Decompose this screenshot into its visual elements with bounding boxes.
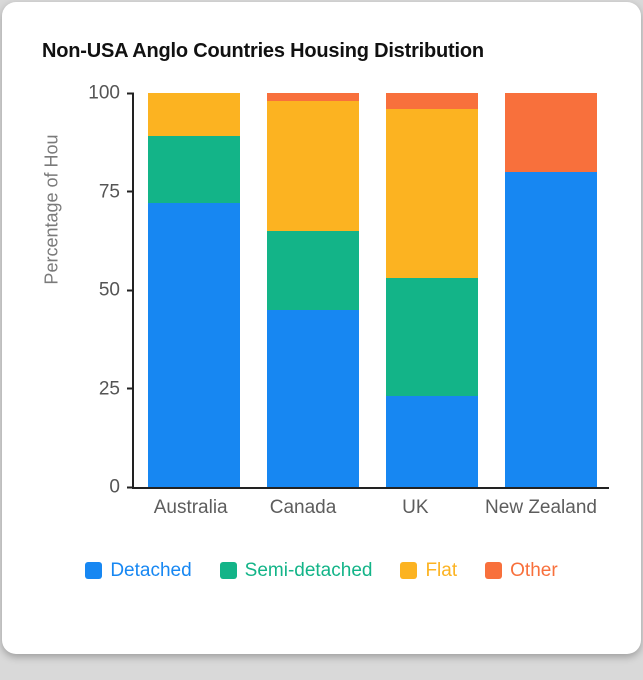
y-tick-75: 75 [99, 182, 134, 201]
legend-label: Other [510, 560, 558, 581]
bar-segment-canada-semi-detached[interactable] [267, 230, 359, 310]
bar-segment-australia-detached[interactable] [148, 203, 240, 487]
y-tick-label: 0 [109, 476, 120, 498]
x-label-new-zealand: New Zealand [485, 497, 597, 518]
stacked-bar-chart: Percentage of Hou 0 25 50 75 100 Australia Ca… [32, 77, 615, 545]
chart-card: Non-USA Anglo Countries Housing Distribu… [2, 2, 641, 654]
legend-label: Detached [110, 560, 192, 581]
y-axis-ticks: 0 25 50 75 100 [42, 84, 134, 497]
legend-swatch-semi-detached [219, 562, 237, 579]
plot-bars [136, 93, 609, 487]
x-axis-labels: Australia Canada UK New Zealand [136, 497, 609, 519]
legend-item-flat[interactable]: Flat [400, 561, 457, 580]
bar-segment-canada-other[interactable] [267, 93, 359, 101]
x-label-australia: Australia [153, 497, 228, 518]
bar-new-zealand[interactable] [505, 93, 597, 487]
legend-item-semi-detached[interactable]: Semi-detached [219, 560, 373, 581]
bar-segment-australia-semi-detached[interactable] [148, 136, 240, 204]
y-tick-mark [127, 486, 134, 488]
y-tick-100: 100 [88, 84, 134, 103]
legend-label: Semi-detached [244, 560, 373, 581]
legend-swatch-other [485, 562, 503, 579]
plot-area: 0 25 50 75 100 Australia Canada UK New Zealand [88, 84, 609, 518]
bar-segment-australia-flat[interactable] [148, 93, 240, 137]
y-tick-mark [127, 92, 134, 94]
y-tick-mark [127, 289, 134, 291]
y-tick-0: 0 [109, 478, 134, 497]
y-tick-mark [127, 190, 134, 193]
y-tick-label: 100 [88, 82, 120, 104]
legend-swatch-detached [85, 562, 103, 579]
legend-item-other[interactable]: Other [485, 561, 558, 580]
y-tick-50: 50 [99, 281, 134, 300]
bar-segment-uk-detached[interactable] [386, 396, 478, 487]
x-label-canada: Canada [269, 497, 337, 518]
bar-segment-new-zealand-detached[interactable] [505, 171, 597, 487]
legend: Detached Semi-detached Flat Other [2, 561, 641, 580]
bar-segment-canada-detached[interactable] [267, 309, 359, 487]
y-tick-label: 75 [98, 181, 120, 202]
legend-label: Flat [425, 560, 458, 581]
bar-australia[interactable] [148, 93, 240, 487]
chart-title: Non-USA Anglo Countries Housing Distribu… [42, 40, 484, 62]
bar-segment-new-zealand-other[interactable] [505, 93, 597, 172]
bar-segment-canada-flat[interactable] [267, 100, 359, 231]
x-label-uk: UK [402, 497, 429, 518]
bar-segment-uk-other[interactable] [386, 93, 478, 109]
bar-canada[interactable] [267, 93, 359, 487]
y-tick-25: 25 [99, 379, 134, 398]
y-tick-mark [127, 387, 134, 390]
bar-segment-uk-flat[interactable] [386, 108, 478, 279]
legend-swatch-flat [400, 562, 418, 579]
bar-segment-uk-semi-detached[interactable] [386, 278, 478, 397]
legend-item-detached[interactable]: Detached [85, 560, 192, 581]
bar-uk[interactable] [386, 93, 478, 487]
y-tick-label: 50 [98, 279, 120, 301]
y-tick-label: 25 [98, 378, 120, 399]
